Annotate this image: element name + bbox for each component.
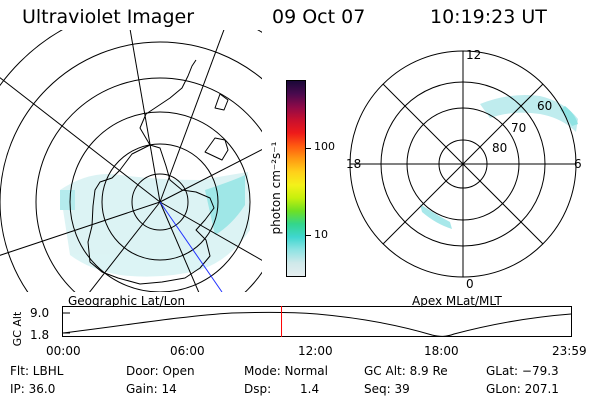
mlt-label-6: 6 <box>574 157 582 171</box>
colorbar-tick-100: 100 <box>314 140 335 153</box>
mlt-label-18: 18 <box>346 157 361 171</box>
info-glat: GLat: −79.3 <box>486 364 559 378</box>
altitude-xtick-0600: 06:00 <box>170 344 205 358</box>
aurora-emission-geo <box>60 172 250 277</box>
altitude-plot <box>62 306 572 337</box>
altitude-ytick-low: 1.8 <box>30 328 50 342</box>
geographic-map <box>0 30 262 292</box>
mlat-label-70: 70 <box>511 121 526 135</box>
aurora-emission-mag <box>420 95 578 229</box>
terminator-line <box>159 201 223 292</box>
info-dsp-label: Dsp: <box>244 382 272 396</box>
info-gain: Gain: 14 <box>126 382 177 396</box>
mlat-label-80: 80 <box>492 141 507 155</box>
info-glon: GLon: 207.1 <box>486 382 559 396</box>
info-mode: Mode: Normal <box>244 364 328 378</box>
time-label: 10:19:23 UT <box>430 6 547 28</box>
altitude-xtick-0000: 00:00 <box>46 344 81 358</box>
info-dsp-value: 1.4 <box>300 382 320 396</box>
altitude-xtick-2359: 23:59 <box>552 344 587 358</box>
mlt-label-12: 12 <box>466 48 481 62</box>
colorbar-tick-mark <box>306 148 311 149</box>
instrument-title: Ultraviolet Imager <box>22 6 195 28</box>
magnetic-map: 12 18 6 0 60 70 80 <box>346 48 582 291</box>
info-gc-alt: GC Alt: 8.9 Re <box>364 364 448 378</box>
altitude-curve <box>62 311 572 337</box>
geographic-map-label: Geographic Lat/Lon <box>68 294 186 308</box>
colorbar-tick-mark <box>306 235 311 236</box>
altitude-xtick-1800: 18:00 <box>424 344 459 358</box>
magnetic-map-label: Apex MLat/MLT <box>412 294 502 308</box>
info-seq: Seq: 39 <box>364 382 410 396</box>
colorbar-tick-10: 10 <box>314 228 328 241</box>
info-door: Door: Open <box>126 364 195 378</box>
mlt-label-0: 0 <box>466 277 474 291</box>
info-ip: IP: 36.0 <box>10 382 56 396</box>
mlat-label-60: 60 <box>537 99 552 113</box>
altitude-xtick-1200: 12:00 <box>298 344 333 358</box>
colorbar-unit-label: photon cm⁻²s⁻¹ <box>269 141 283 235</box>
colorbar-gradient <box>287 81 305 276</box>
altitude-ytick-high: 9.0 <box>30 306 50 320</box>
colorbar <box>286 80 306 277</box>
info-flt: Flt: LBHL <box>10 364 64 378</box>
altitude-ylabel: GC Alt <box>11 311 24 347</box>
date-label: 09 Oct 07 <box>272 6 366 28</box>
